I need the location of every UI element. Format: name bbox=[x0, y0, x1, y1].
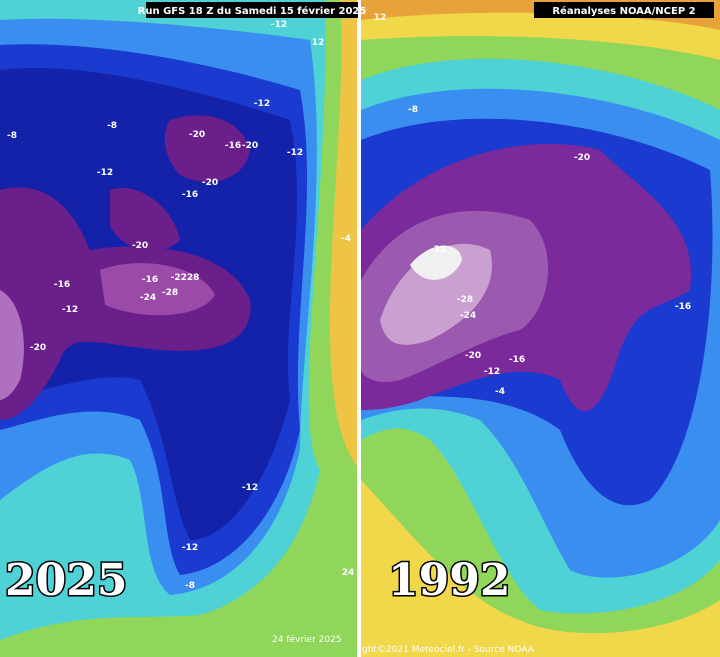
left-year: 2025 bbox=[5, 555, 127, 606]
temperature-label: -2228 bbox=[171, 273, 200, 283]
temperature-label: -8 bbox=[7, 131, 17, 141]
temperature-label: -12 bbox=[254, 99, 270, 109]
temperature-label: 24 bbox=[342, 568, 355, 578]
temperature-label: -28 bbox=[162, 288, 178, 298]
temperature-label: -12 bbox=[287, 148, 303, 158]
temperature-label: -8 bbox=[185, 581, 195, 591]
right-header-bg bbox=[534, 2, 714, 18]
right-footer: ght©2021 Meteociel.fr - Source NOAA bbox=[362, 645, 535, 655]
temperature-label: -24 bbox=[460, 311, 476, 321]
temperature-label: -28 bbox=[457, 295, 473, 305]
temperature-label: -20 bbox=[202, 178, 218, 188]
temperature-label: -20 bbox=[132, 241, 148, 251]
left-map bbox=[0, 0, 357, 657]
temperature-label: -12 bbox=[62, 305, 78, 315]
temperature-label: -20 bbox=[189, 130, 205, 140]
temperature-label: -20 bbox=[465, 351, 481, 361]
temperature-label: -4 bbox=[341, 234, 351, 244]
temperature-label: -12 bbox=[484, 367, 500, 377]
temperature-label: -20 bbox=[574, 153, 590, 163]
left-header: Run GFS 18 Z du Samedi 15 février 2025 bbox=[138, 5, 367, 17]
temperature-label: -16 bbox=[225, 141, 241, 151]
temperature-label: -8 bbox=[107, 121, 117, 131]
temperature-label: -8 bbox=[408, 105, 418, 115]
divider bbox=[357, 0, 361, 657]
temperature-label: -12 bbox=[182, 543, 198, 553]
left-header-bg bbox=[146, 2, 358, 18]
temperature-label: -16 bbox=[142, 275, 158, 285]
right-year: 1992 bbox=[388, 555, 510, 606]
temperature-label: -16 bbox=[675, 302, 691, 312]
temperature-label: -32 bbox=[430, 245, 446, 255]
temperature-label: 12 bbox=[374, 13, 387, 23]
temperature-label: -16 bbox=[182, 190, 198, 200]
temperature-label: 12 bbox=[312, 38, 325, 48]
right-map bbox=[361, 0, 720, 657]
right-header: Réanalyses NOAA/NCEP 2 bbox=[552, 5, 695, 17]
temperature-label: -16 bbox=[54, 280, 70, 290]
temperature-label: -20 bbox=[242, 141, 258, 151]
temperature-label: -12 bbox=[97, 168, 113, 178]
temperature-label: -12 bbox=[242, 483, 258, 493]
temperature-label: -12 bbox=[271, 20, 287, 30]
temperature-label: -20 bbox=[30, 343, 46, 353]
left-footer: 24 février 2025 bbox=[272, 634, 342, 645]
temperature-label: -16 bbox=[509, 355, 525, 365]
temperature-label: -4 bbox=[495, 387, 505, 397]
temperature-label: -24 bbox=[140, 293, 156, 303]
